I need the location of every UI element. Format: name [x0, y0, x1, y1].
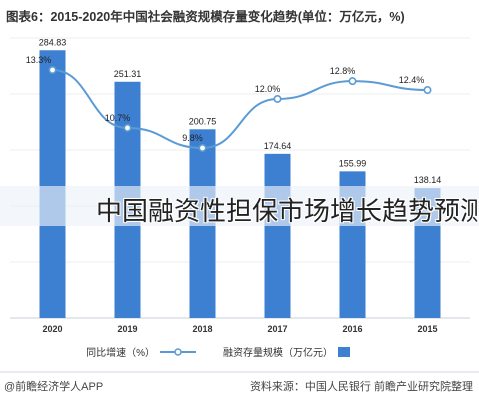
line-value-label: 9.8%: [182, 133, 203, 143]
line-value-label: 12.4%: [399, 75, 425, 85]
legend-line-marker: [174, 348, 182, 356]
legend-label-stock: 融资存量规模（万亿元）: [223, 346, 333, 359]
x-tick-label: 2019: [117, 324, 137, 334]
line-value-label: 12.0%: [255, 84, 281, 94]
bar-value-label: 284.83: [39, 37, 67, 47]
bar-value-label: 174.64: [264, 141, 292, 151]
line-value-label: 12.8%: [330, 66, 356, 76]
line-point: [123, 123, 132, 132]
footer-source: 资料来源：中国人民银行 前瞻产业研究院整理: [250, 379, 473, 393]
line-value-label: 13.3%: [26, 55, 52, 65]
line-point: [348, 77, 357, 86]
x-tick-label: 2016: [342, 324, 362, 334]
caption-band: [0, 186, 479, 226]
line-point: [423, 86, 432, 95]
line-point: [48, 66, 57, 75]
bar-value-label: 155.99: [339, 158, 367, 168]
x-axis: 2020 2019 2018 2017 2016 2015: [42, 324, 437, 334]
bar-value-label: 251.31: [114, 69, 142, 79]
legend: 同比增速（%） 融资存量规模（万亿元）: [86, 346, 350, 359]
x-tick-label: 2020: [42, 324, 62, 334]
overlay-caption: 中国融资性担保市场增长趋势预测: [96, 197, 479, 227]
line-point: [198, 144, 207, 153]
line-series: 13.3% 10.7% 9.8% 12.0% 12.8% 12.4%: [26, 55, 432, 153]
legend-label-growth: 同比增速（%）: [86, 346, 155, 359]
x-tick-label: 2017: [267, 324, 287, 334]
x-tick-label: 2015: [417, 324, 437, 334]
legend-bar-swatch: [338, 347, 350, 357]
bar: [264, 153, 291, 318]
chart-title: 图表6：2015-2020年中国社会融资规模存量变化趋势(单位：万亿元，%): [6, 9, 405, 24]
x-tick-label: 2018: [192, 324, 212, 334]
bar-value-label: 200.75: [189, 116, 217, 126]
footer-app: @前瞻经济学人APP: [4, 379, 103, 393]
line-value-label: 10.7%: [105, 113, 131, 123]
line-point: [273, 94, 282, 103]
bar-value-label: 138.14: [414, 175, 442, 185]
bar: [39, 50, 66, 319]
